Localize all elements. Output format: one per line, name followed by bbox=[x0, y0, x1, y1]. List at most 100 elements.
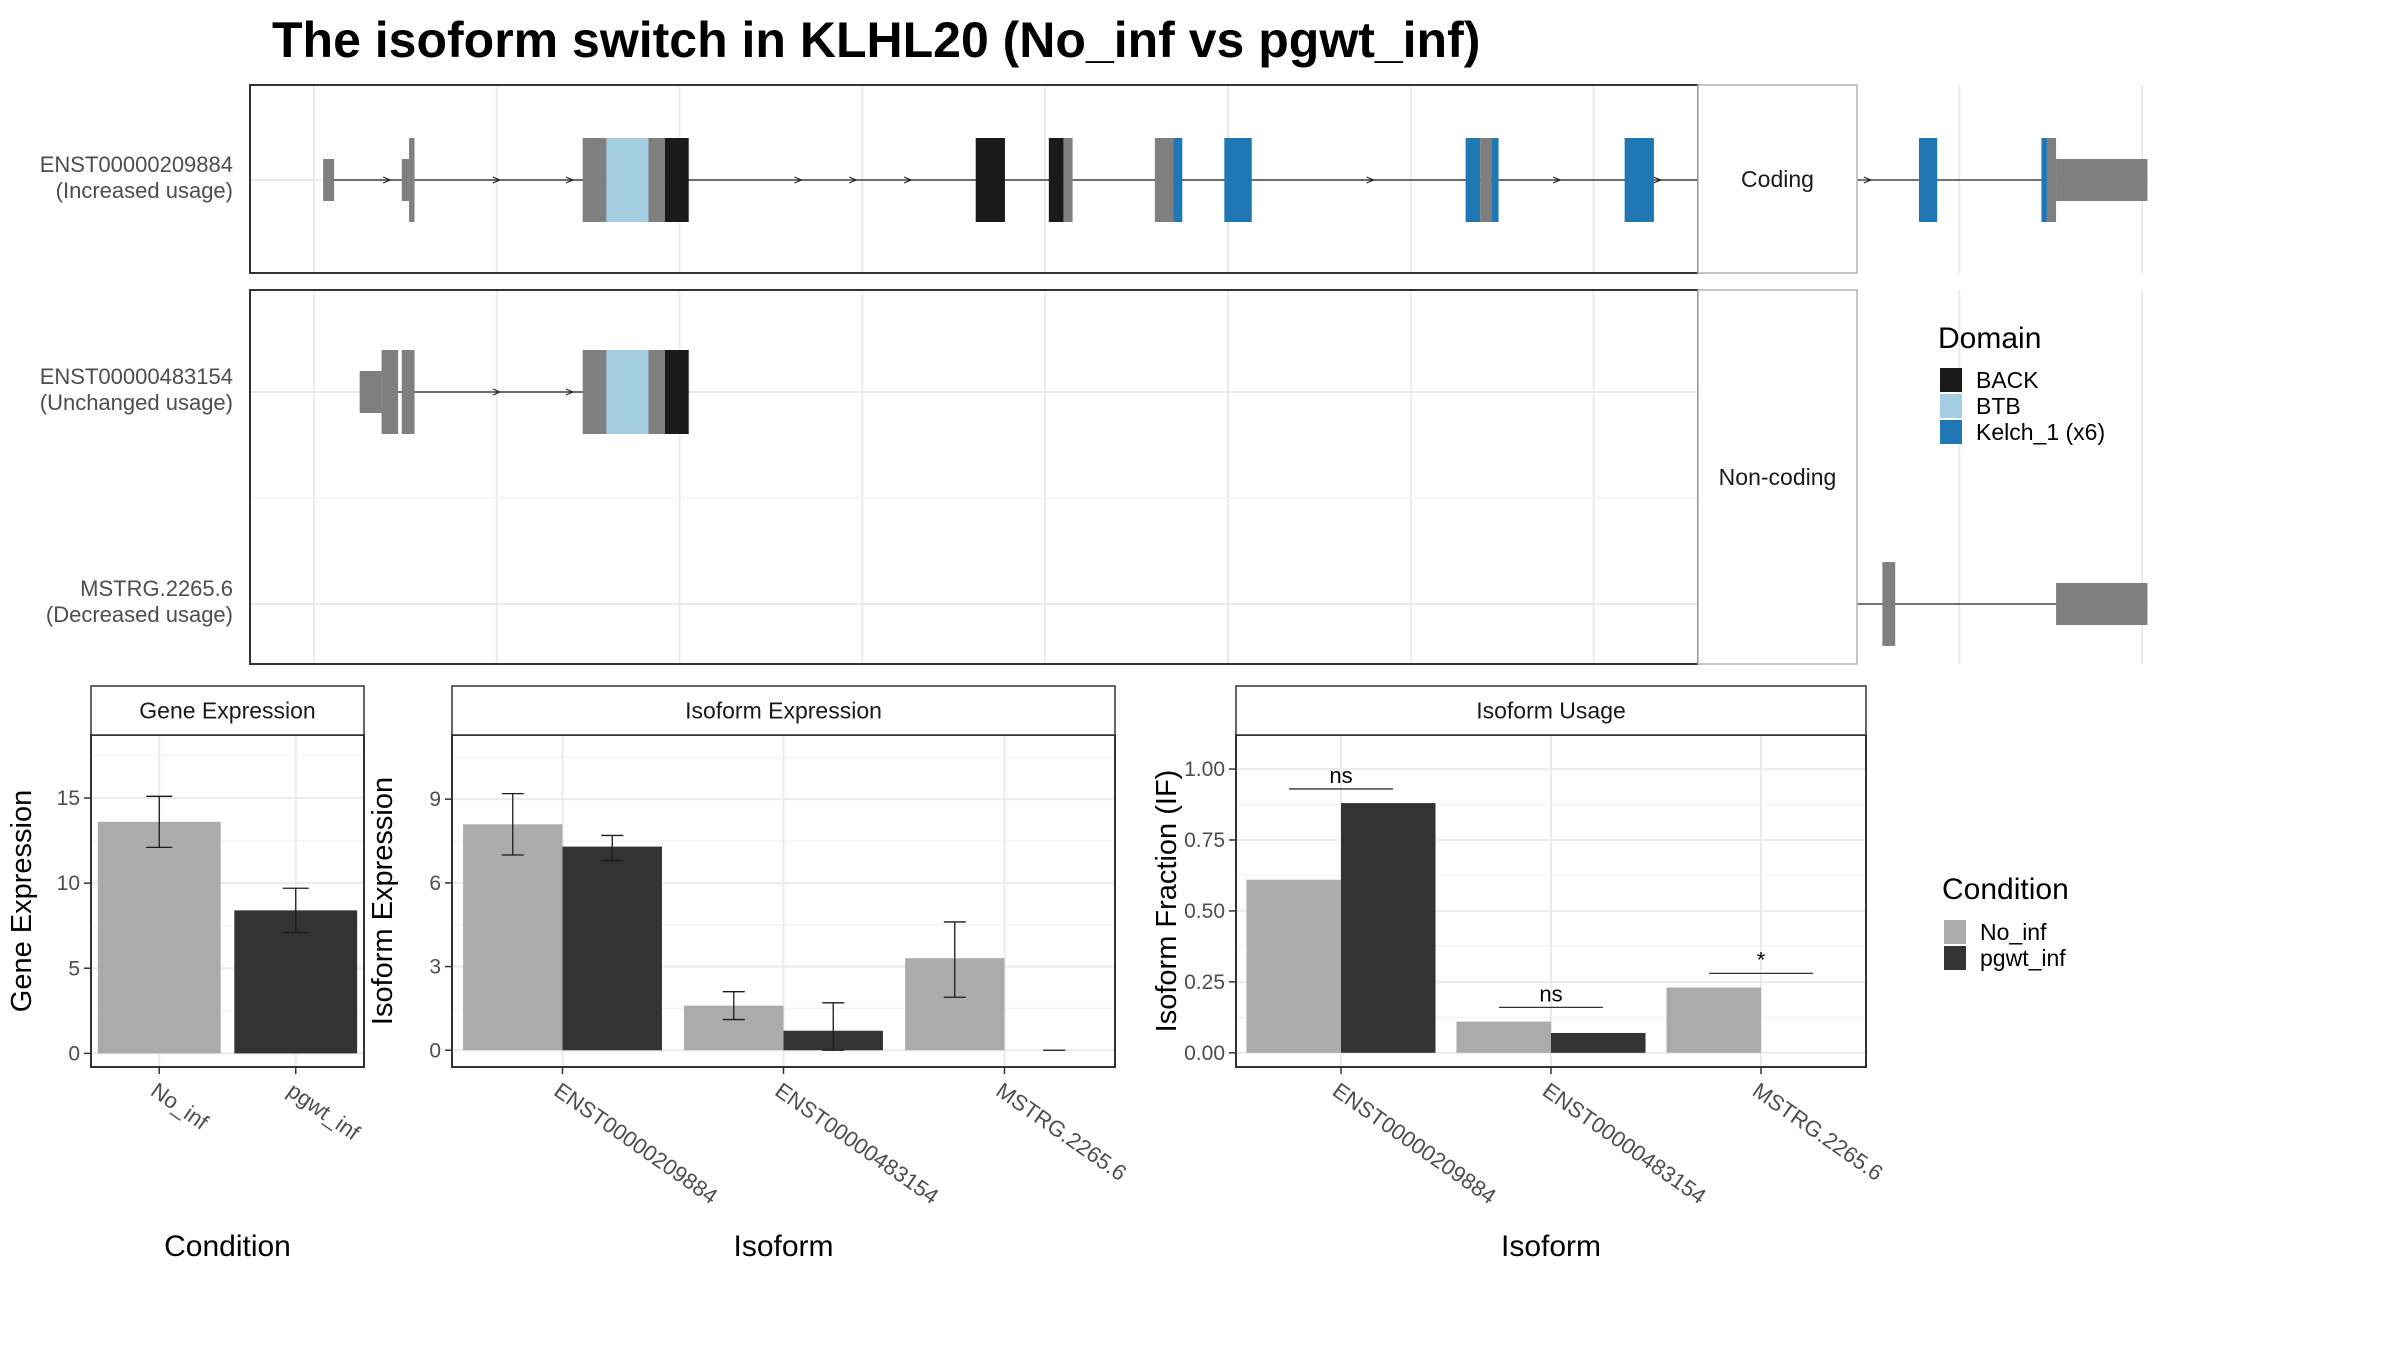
domain-exon bbox=[975, 138, 1005, 222]
x-axis-title: Isoform bbox=[733, 1230, 833, 1263]
error-bar bbox=[282, 887, 309, 934]
domain-exon bbox=[1624, 138, 1654, 222]
domain-exon bbox=[606, 138, 649, 222]
exon bbox=[323, 159, 335, 201]
exon bbox=[401, 159, 410, 201]
x-tick-label: MSTRG.2265.6 bbox=[992, 1078, 1132, 1186]
panel-strip bbox=[1235, 685, 1867, 736]
strand-arrow bbox=[382, 176, 392, 184]
strand-arrow bbox=[794, 176, 803, 184]
bar bbox=[463, 824, 563, 1051]
bar bbox=[1666, 987, 1761, 1053]
facet-panel-bg bbox=[250, 290, 1698, 664]
legend-key bbox=[1944, 920, 1966, 944]
exon bbox=[2056, 583, 2148, 625]
error-bar bbox=[146, 795, 173, 849]
isoform-usage-label: (Unchanged usage) bbox=[40, 390, 233, 415]
y-tick-label: 0.25 bbox=[1184, 971, 1225, 994]
bar-chart-panels: 0 5 10 15 Gene Expression No_inf pgwt_inf Condi… bbox=[6, 685, 1888, 1263]
y-axis-title: Isoform Expression bbox=[367, 777, 399, 1025]
strand-arrow bbox=[1552, 176, 1562, 184]
strand-arrow bbox=[492, 176, 502, 184]
x-tick-label: MSTRG.2265.6 bbox=[1748, 1078, 1888, 1186]
y-tick-label: 0.75 bbox=[1184, 829, 1225, 852]
y-tick-label: 5 bbox=[68, 957, 80, 980]
domain-exon bbox=[664, 138, 689, 222]
bar bbox=[97, 821, 221, 1054]
condition-legend-title: Condition bbox=[1942, 873, 2069, 906]
bar bbox=[1456, 1021, 1551, 1053]
exon bbox=[1154, 138, 1174, 222]
exon bbox=[381, 350, 399, 434]
facet-strip-label: Coding bbox=[1741, 166, 1814, 192]
y-tick-label: 0.00 bbox=[1184, 1042, 1225, 1065]
y-tick-label: 0 bbox=[68, 1042, 80, 1065]
y-axis-title: Gene Expression bbox=[6, 790, 38, 1012]
exon bbox=[2046, 138, 2057, 222]
bar bbox=[1551, 1032, 1646, 1053]
legend-label: No_inf bbox=[1980, 919, 2047, 945]
x-tick-label: ENST00000209884 bbox=[1328, 1078, 1501, 1209]
error-bar bbox=[501, 792, 524, 856]
panel-title: Isoform Usage bbox=[1476, 698, 1626, 724]
strand-arrow bbox=[849, 176, 858, 184]
legend-key bbox=[1940, 420, 1962, 444]
bar bbox=[562, 846, 662, 1051]
domain-exon bbox=[1918, 138, 1938, 222]
y-tick-label: 10 bbox=[57, 872, 80, 895]
bar bbox=[1341, 803, 1436, 1053]
legend-label: BTB bbox=[1976, 393, 2021, 419]
domain-exon bbox=[664, 350, 689, 434]
x-tick-label: ENST00000483154 bbox=[1538, 1078, 1711, 1209]
domain-exon bbox=[2041, 138, 2047, 222]
legend-key bbox=[1940, 394, 1962, 418]
y-tick-label: 9 bbox=[429, 788, 441, 811]
y-tick-label: 0 bbox=[429, 1039, 441, 1062]
panel-strip bbox=[90, 685, 365, 736]
isoform-id-label: ENST00000209884 bbox=[40, 152, 233, 177]
strand-arrow bbox=[492, 388, 502, 396]
significance-label: * bbox=[1757, 947, 1766, 972]
y-tick-label: 6 bbox=[429, 872, 441, 895]
exon bbox=[1480, 138, 1492, 222]
y-tick-label: 1.00 bbox=[1184, 758, 1225, 781]
isoform-usage-label: (Decreased usage) bbox=[46, 602, 233, 627]
bar bbox=[234, 910, 358, 1054]
exon bbox=[582, 350, 607, 434]
significance-label: ns bbox=[1539, 981, 1562, 1006]
strand-arrow bbox=[565, 388, 575, 396]
bar bbox=[1246, 879, 1341, 1053]
exon bbox=[401, 350, 415, 434]
domain-exon bbox=[1465, 138, 1481, 222]
panel-title: Gene Expression bbox=[139, 698, 315, 724]
x-tick-label: pgwt_inf bbox=[283, 1078, 365, 1146]
domain-legend-title: Domain bbox=[1938, 322, 2041, 355]
exon bbox=[359, 371, 382, 413]
error-bar bbox=[943, 921, 966, 998]
exon bbox=[648, 138, 665, 222]
significance-label: ns bbox=[1329, 763, 1352, 788]
exon bbox=[582, 138, 607, 222]
isoform-id-label: ENST00000483154 bbox=[40, 364, 233, 389]
legend-key bbox=[1940, 368, 1962, 392]
x-axis-title: Condition bbox=[164, 1230, 291, 1263]
exon bbox=[1063, 138, 1073, 222]
legend-label: pgwt_inf bbox=[1980, 945, 2066, 971]
legend-label: Kelch_1 (x6) bbox=[1976, 419, 2105, 445]
y-tick-label: 0.50 bbox=[1184, 900, 1225, 923]
isoform-usage-label: (Increased usage) bbox=[56, 178, 233, 203]
panel-strip bbox=[451, 685, 1116, 736]
error-bar bbox=[601, 834, 624, 862]
facet-strip bbox=[1697, 84, 1858, 274]
domain-exon bbox=[1173, 138, 1183, 222]
exon bbox=[2056, 159, 2148, 201]
x-tick-label: ENST00000483154 bbox=[771, 1078, 944, 1209]
isoform-id-label: MSTRG.2265.6 bbox=[80, 576, 233, 601]
y-tick-label: 3 bbox=[429, 956, 441, 979]
exon bbox=[1882, 562, 1896, 646]
error-bar bbox=[822, 1002, 845, 1051]
x-tick-label: No_inf bbox=[146, 1078, 213, 1135]
strand-arrow bbox=[1653, 176, 1663, 184]
